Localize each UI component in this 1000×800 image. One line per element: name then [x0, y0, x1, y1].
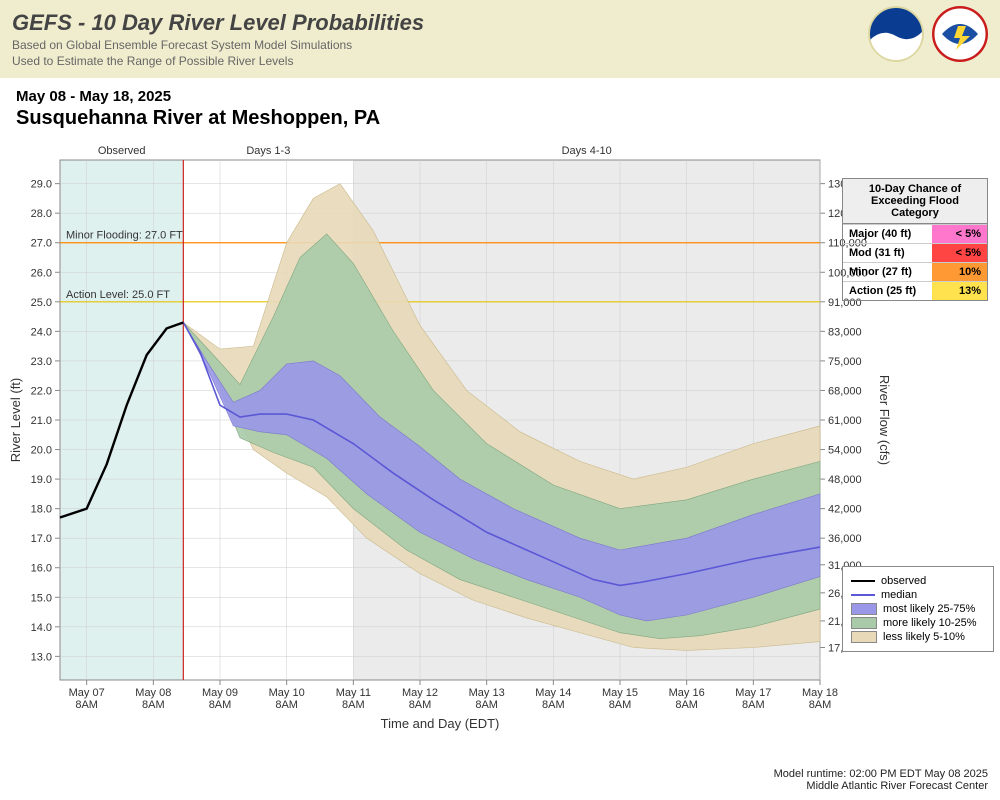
svg-text:May 08: May 08: [135, 687, 171, 699]
flood-row: Action (25 ft)13%: [843, 282, 987, 301]
svg-text:May 07: May 07: [69, 687, 105, 699]
svg-text:8AM: 8AM: [742, 699, 765, 711]
svg-text:May 15: May 15: [602, 687, 638, 699]
flood-table-header: 10-Day Chance of Exceeding Flood Categor…: [843, 179, 987, 224]
svg-text:25.0: 25.0: [31, 297, 52, 309]
svg-text:23.0: 23.0: [31, 356, 52, 368]
svg-text:May 12: May 12: [402, 687, 438, 699]
svg-text:18.0: 18.0: [31, 504, 52, 516]
legend-item: observed: [851, 575, 985, 587]
svg-text:8AM: 8AM: [342, 699, 365, 711]
svg-text:13.0: 13.0: [31, 651, 52, 663]
svg-text:May 16: May 16: [669, 687, 705, 699]
svg-text:17.0: 17.0: [31, 533, 52, 545]
svg-text:48,000: 48,000: [828, 474, 862, 486]
svg-text:14.0: 14.0: [31, 622, 52, 634]
svg-text:Minor Flooding: 27.0 FT: Minor Flooding: 27.0 FT: [66, 230, 183, 242]
svg-text:May 10: May 10: [269, 687, 305, 699]
svg-text:May 11: May 11: [336, 687, 371, 699]
svg-text:May 14: May 14: [535, 687, 571, 699]
footer-info: Model runtime: 02:00 PM EDT May 08 2025 …: [774, 768, 988, 792]
svg-text:36,000: 36,000: [828, 533, 862, 545]
svg-text:May 09: May 09: [202, 687, 238, 699]
svg-text:15.0: 15.0: [31, 592, 52, 604]
svg-text:May 17: May 17: [735, 687, 771, 699]
flood-category-table: 10-Day Chance of Exceeding Flood Categor…: [842, 178, 988, 301]
svg-text:8AM: 8AM: [209, 699, 232, 711]
svg-text:20.0: 20.0: [31, 445, 52, 457]
svg-text:83,000: 83,000: [828, 326, 862, 338]
svg-text:May 13: May 13: [469, 687, 505, 699]
forecast-center: Middle Atlantic River Forecast Center: [774, 780, 988, 792]
svg-text:8AM: 8AM: [142, 699, 165, 711]
svg-text:8AM: 8AM: [75, 699, 98, 711]
flood-row: Minor (27 ft)10%: [843, 263, 987, 282]
svg-text:May 18: May 18: [802, 687, 838, 699]
legend-item: most likely 25-75%: [851, 603, 985, 615]
legend-item: more likely 10-25%: [851, 617, 985, 629]
model-runtime: Model runtime: 02:00 PM EDT May 08 2025: [774, 768, 988, 780]
svg-text:28.0: 28.0: [31, 208, 52, 220]
svg-text:54,000: 54,000: [828, 445, 862, 457]
svg-text:21.0: 21.0: [31, 415, 52, 427]
svg-text:68,000: 68,000: [828, 385, 862, 397]
svg-text:Observed: Observed: [98, 145, 146, 157]
flood-row: Mod (31 ft)< 5%: [843, 244, 987, 263]
svg-text:Time and Day (EDT): Time and Day (EDT): [381, 716, 500, 731]
svg-text:8AM: 8AM: [675, 699, 698, 711]
svg-text:42,000: 42,000: [828, 504, 862, 516]
flood-row: Major (40 ft)< 5%: [843, 225, 987, 244]
svg-text:8AM: 8AM: [609, 699, 632, 711]
svg-text:8AM: 8AM: [475, 699, 498, 711]
svg-text:24.0: 24.0: [31, 326, 52, 338]
svg-text:River Level (ft): River Level (ft): [8, 378, 23, 463]
svg-text:27.0: 27.0: [31, 238, 52, 250]
svg-text:22.0: 22.0: [31, 385, 52, 397]
svg-text:8AM: 8AM: [809, 699, 832, 711]
svg-text:16.0: 16.0: [31, 563, 52, 575]
svg-text:19.0: 19.0: [31, 474, 52, 486]
legend-item: less likely 5-10%: [851, 631, 985, 643]
chart-legend: observed median most likely 25-75% more lik…: [842, 566, 994, 652]
svg-text:26.0: 26.0: [31, 267, 52, 279]
svg-text:61,000: 61,000: [828, 415, 862, 427]
svg-text:8AM: 8AM: [275, 699, 298, 711]
svg-text:75,000: 75,000: [828, 356, 862, 368]
svg-text:8AM: 8AM: [409, 699, 432, 711]
svg-text:Days 4-10: Days 4-10: [562, 145, 612, 157]
svg-text:8AM: 8AM: [542, 699, 565, 711]
svg-text:River Flow (cfs): River Flow (cfs): [877, 375, 892, 465]
svg-text:29.0: 29.0: [31, 179, 52, 191]
legend-item: median: [851, 589, 985, 601]
svg-text:Action Level: 25.0 FT: Action Level: 25.0 FT: [66, 289, 170, 301]
svg-text:Days 1-3: Days 1-3: [246, 145, 290, 157]
